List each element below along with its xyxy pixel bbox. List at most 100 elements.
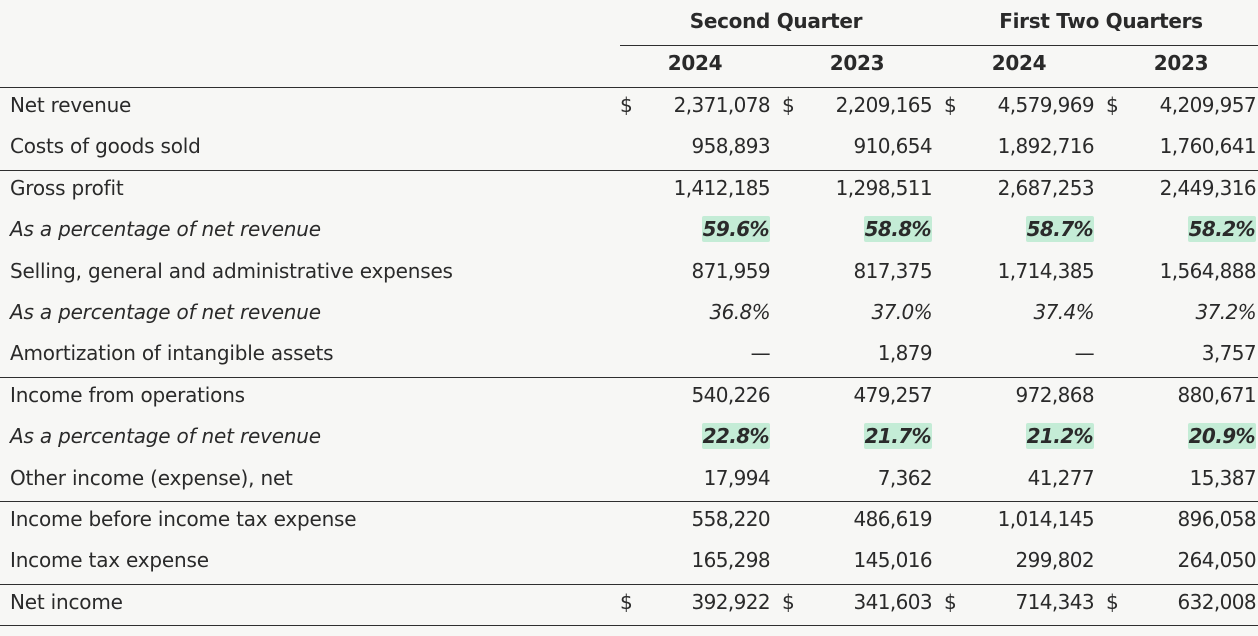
row-label: Gross profit xyxy=(10,176,124,200)
cell-ytd-2023: 896,058 xyxy=(1177,499,1256,540)
cell-value: 540,226 xyxy=(691,383,770,407)
cell-ytd-2023: 1,564,888 xyxy=(1160,251,1257,292)
cell-value: 20.9% xyxy=(1187,423,1256,449)
table-row: Selling, general and administrative expe… xyxy=(0,251,1258,292)
cell-value: 479,257 xyxy=(853,383,932,407)
cell-value: 41,277 xyxy=(1027,466,1095,490)
table-row: Other income (expense), net 17,994 7,362 41… xyxy=(0,458,1258,499)
cell-q2-2023: 486,619 xyxy=(853,499,932,540)
cell-value: 896,058 xyxy=(1177,507,1256,531)
cell-value: 958,893 xyxy=(691,134,770,158)
cell-ytd-2024: 1,892,716 xyxy=(997,126,1095,167)
table-row: As a percentage of net revenue 36.8% 37.0%… xyxy=(0,292,1258,333)
cell-value: 1,892,716 xyxy=(997,134,1095,158)
table-row: Income before income tax expense 558,220 4… xyxy=(0,499,1258,540)
table-row: Net revenue $2,371,078 $2,209,165 $4,579,96… xyxy=(0,85,1258,126)
cell-value: 486,619 xyxy=(853,507,932,531)
cell-value: 1,714,385 xyxy=(997,259,1095,283)
table-row: As a percentage of net revenue 22.8% 21.7%… xyxy=(0,416,1258,457)
row-label: As a percentage of net revenue xyxy=(10,424,321,448)
currency-symbol: $ xyxy=(1106,93,1119,117)
cell-value: 632,008 xyxy=(1177,590,1256,614)
currency-symbol: $ xyxy=(782,93,795,117)
cell-value: 58.7% xyxy=(1025,216,1094,242)
table-row: Gross profit 1,412,185 1,298,511 2,687,253 2… xyxy=(0,168,1258,209)
cell-q2-2023: 479,257 xyxy=(853,375,932,416)
cell-value: 714,343 xyxy=(1015,590,1094,614)
cell-value: 17,994 xyxy=(703,466,771,490)
cell-q2-2023: 145,016 xyxy=(853,540,932,581)
row-label: Amortization of intangible assets xyxy=(10,341,334,365)
cell-q2-2023: 58.8% xyxy=(863,209,932,250)
cell-value: 910,654 xyxy=(853,134,932,158)
cell-value: 2,371,078 xyxy=(673,93,771,117)
row-label: As a percentage of net revenue xyxy=(10,217,321,241)
cell-value: 59.6% xyxy=(701,216,770,242)
cell-ytd-2024: 299,802 xyxy=(1015,540,1094,581)
cell-value: 817,375 xyxy=(853,259,932,283)
row-label: Income from operations xyxy=(10,383,245,407)
row-label: Selling, general and administrative expe… xyxy=(10,259,453,283)
cell-value: 1,014,145 xyxy=(997,507,1095,531)
cell-value: 37.4% xyxy=(1033,300,1094,324)
table-row: Income tax expense 165,298 145,016 299,802 2… xyxy=(0,540,1258,581)
cell-ytd-2023: 1,760,641 xyxy=(1159,126,1257,167)
cell-value: 4,579,969 xyxy=(997,93,1095,117)
cell-value: 36.8% xyxy=(709,300,770,324)
cell-q2-2024: 871,959 xyxy=(691,251,770,292)
cell-value: 165,298 xyxy=(691,548,770,572)
cell-value: 22.8% xyxy=(701,423,770,449)
cell-value: — xyxy=(750,341,771,365)
cell-q2-2024: — xyxy=(750,333,771,374)
cell-q2-2024: 17,994 xyxy=(703,458,771,499)
currency-symbol: $ xyxy=(944,590,957,614)
row-label: Income before income tax expense xyxy=(10,507,357,531)
cell-ytd-2023: 632,008 xyxy=(1177,582,1256,623)
cell-ytd-2023: 880,671 xyxy=(1177,375,1256,416)
cell-ytd-2024: 972,868 xyxy=(1015,375,1094,416)
cell-ytd-2023: 37.2% xyxy=(1195,292,1256,333)
cell-q2-2024: 540,226 xyxy=(691,375,770,416)
cell-ytd-2024: 41,277 xyxy=(1027,458,1095,499)
cell-value: 299,802 xyxy=(1015,548,1094,572)
row-divider xyxy=(0,377,1258,378)
cell-ytd-2024: 2,687,253 xyxy=(997,168,1095,209)
cell-ytd-2023: 264,050 xyxy=(1177,540,1256,581)
cell-value: 558,220 xyxy=(691,507,770,531)
cell-value: 880,671 xyxy=(1177,383,1256,407)
row-label: Costs of goods sold xyxy=(10,134,201,158)
cell-value: — xyxy=(1074,341,1095,365)
year-header-ytd-2023: 2023 xyxy=(1153,51,1209,75)
cell-value: 145,016 xyxy=(853,548,932,572)
cell-ytd-2024: 1,714,385 xyxy=(997,251,1095,292)
cell-q2-2024: 958,893 xyxy=(691,126,770,167)
cell-value: 2,687,253 xyxy=(997,176,1095,200)
cell-q2-2024: 22.8% xyxy=(701,416,770,457)
row-label: As a percentage of net revenue xyxy=(10,300,321,324)
cell-value: 21.7% xyxy=(863,423,932,449)
cell-ytd-2023: 3,757 xyxy=(1201,333,1257,374)
cell-q2-2024: 1,412,185 xyxy=(673,168,771,209)
table-row: Net income $392,922 $341,603 $714,343 $632,0… xyxy=(0,582,1258,623)
currency-symbol: $ xyxy=(782,590,795,614)
cell-value: 1,412,185 xyxy=(673,176,771,200)
cell-value: 3,757 xyxy=(1201,341,1257,365)
row-divider xyxy=(0,170,1258,171)
cell-value: 264,050 xyxy=(1177,548,1256,572)
row-divider xyxy=(0,584,1258,585)
cell-value: 37.2% xyxy=(1195,300,1256,324)
cell-value: 7,362 xyxy=(877,466,933,490)
cell-value: 58.2% xyxy=(1187,216,1256,242)
table-bottom-rule xyxy=(0,625,1258,626)
row-divider xyxy=(0,501,1258,502)
year-rule xyxy=(0,87,1258,88)
cell-ytd-2023: 15,387 xyxy=(1189,458,1257,499)
cell-ytd-2024: 37.4% xyxy=(1033,292,1094,333)
row-label: Net income xyxy=(10,590,123,614)
cell-q2-2023: 37.0% xyxy=(871,292,932,333)
cell-ytd-2024: — xyxy=(1074,333,1095,374)
cell-ytd-2024: 21.2% xyxy=(1025,416,1094,457)
cell-value: 1,760,641 xyxy=(1159,134,1257,158)
cell-value: 15,387 xyxy=(1189,466,1257,490)
year-header-q2-2023: 2023 xyxy=(829,51,885,75)
